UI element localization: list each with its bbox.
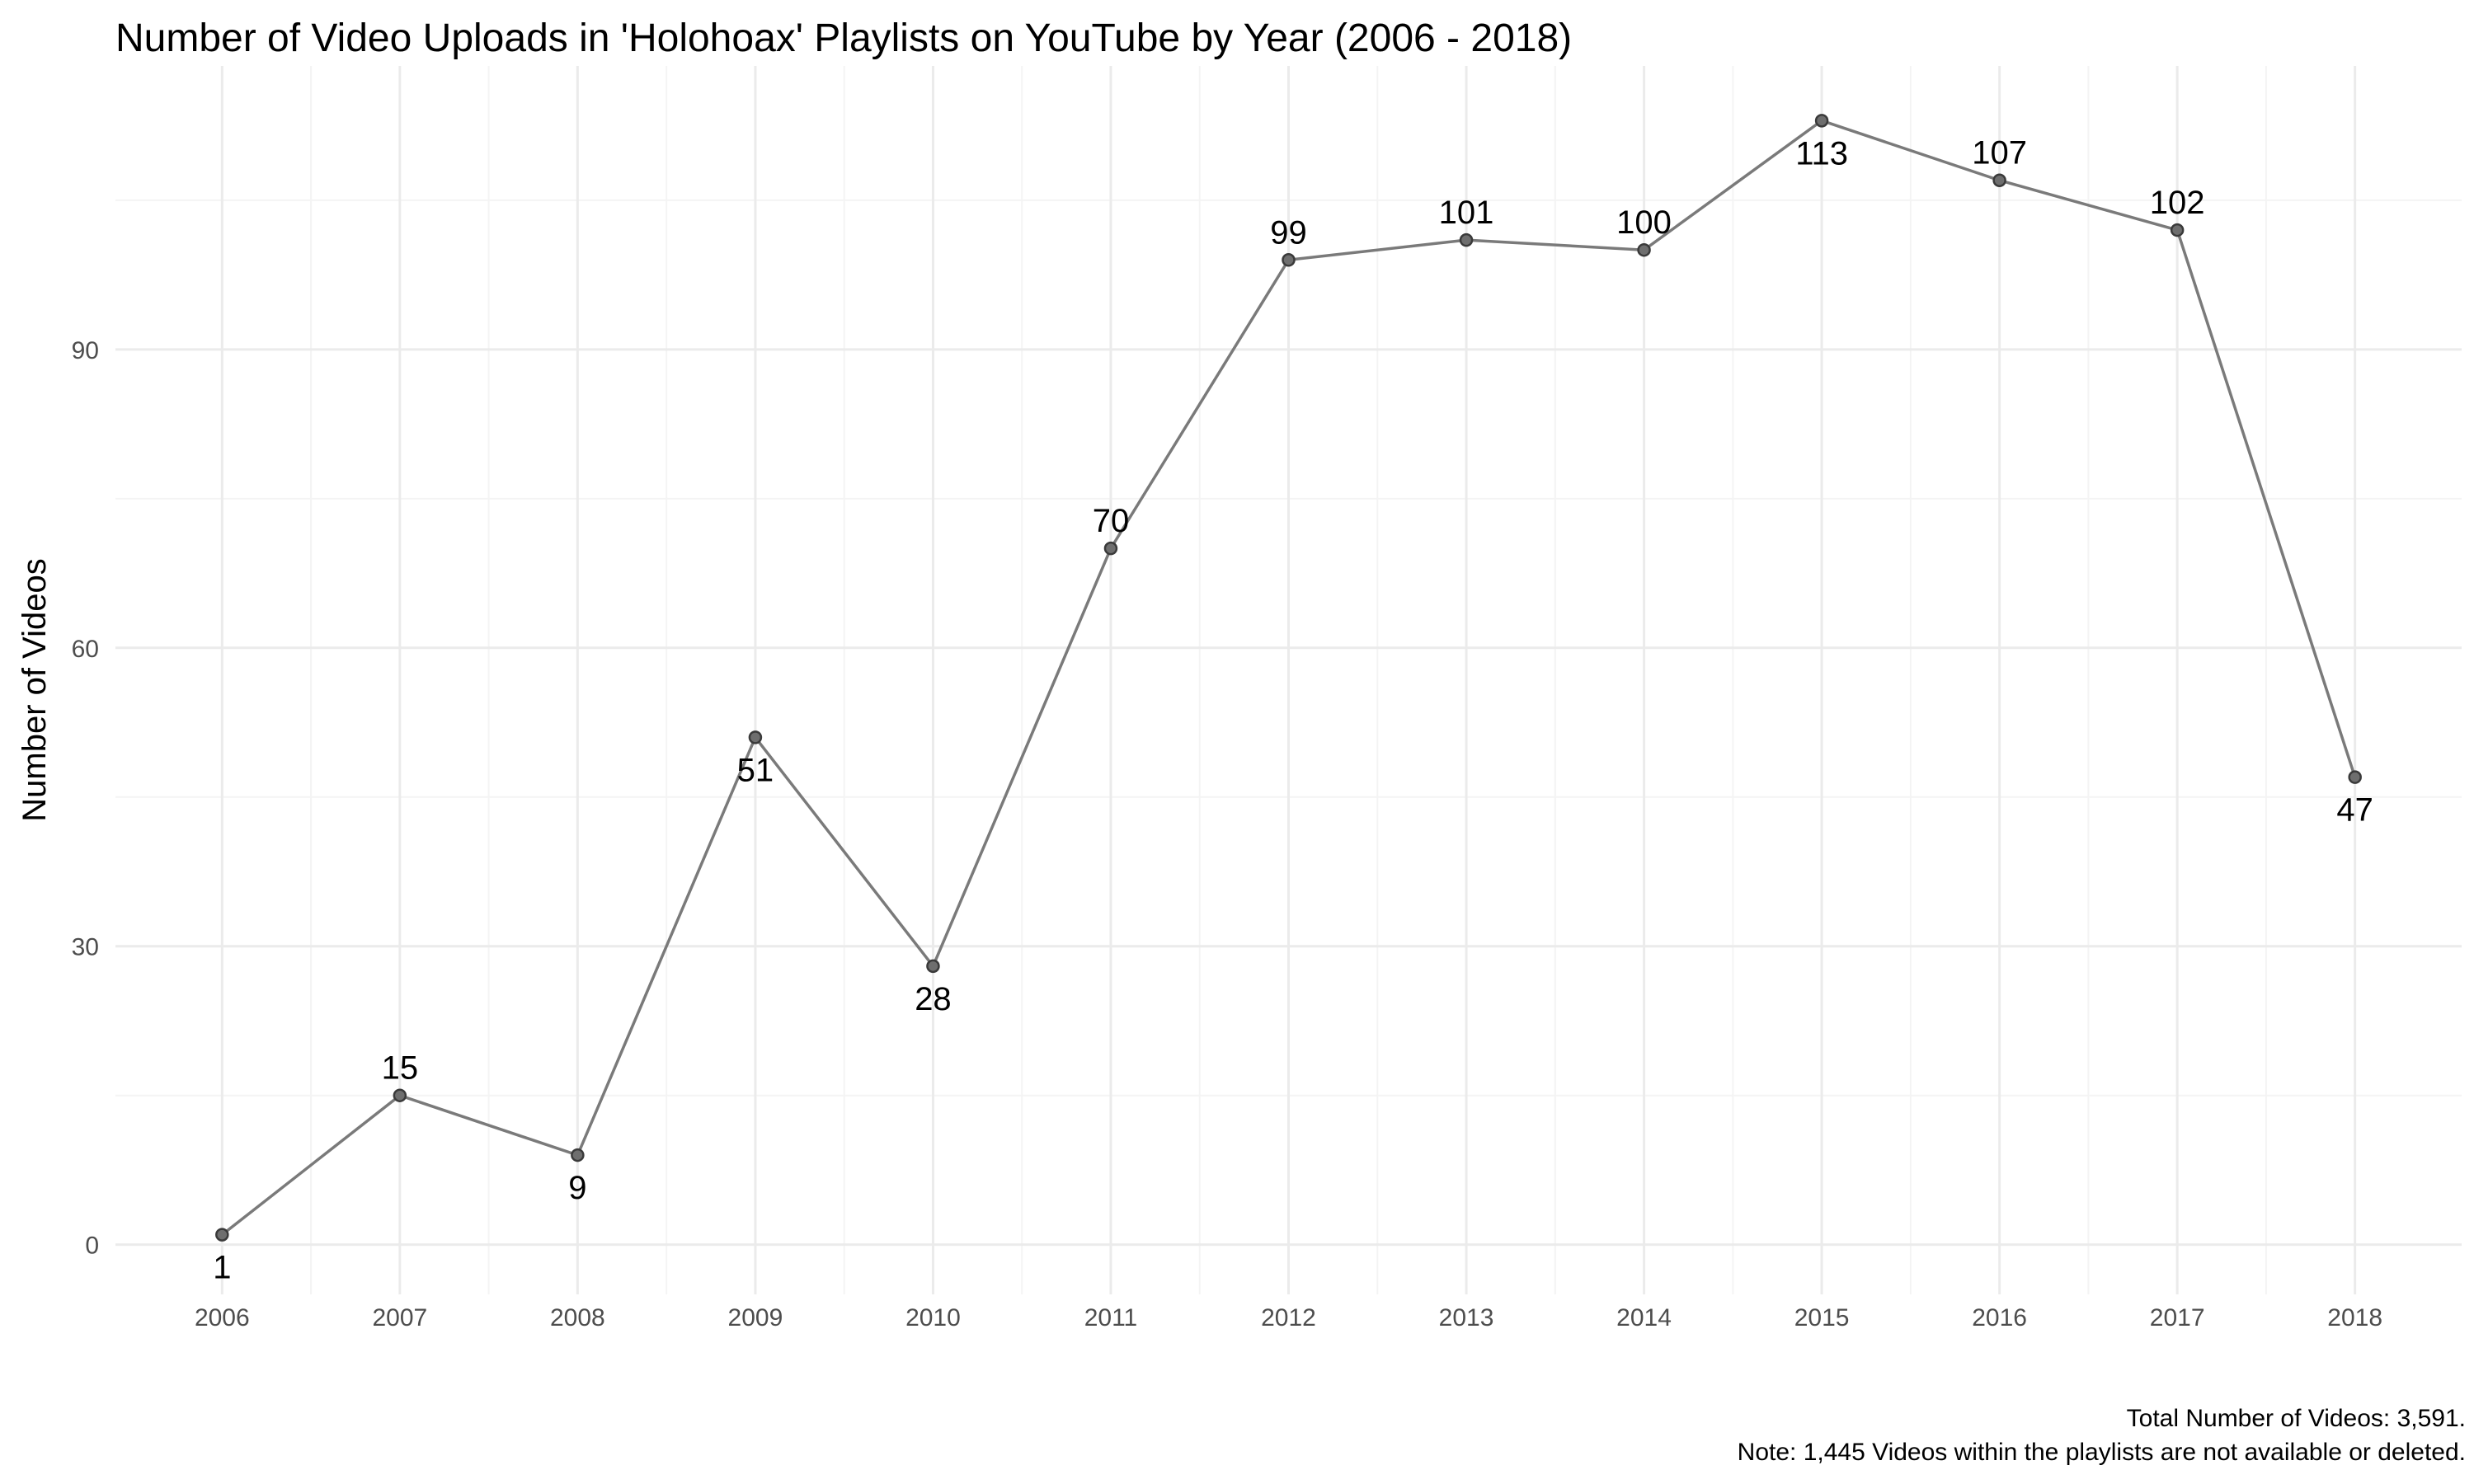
x-tick-label: 2010 (905, 1304, 961, 1331)
caption-total: Total Number of Videos: 3,591. (2127, 1405, 2466, 1432)
x-tick-label: 2017 (2150, 1304, 2205, 1331)
y-tick-label: 90 (72, 337, 99, 364)
data-point (1637, 242, 1651, 257)
caption-note: Note: 1,445 Videos within the playlists … (1738, 1439, 2466, 1466)
x-tick-label: 2013 (1439, 1304, 1494, 1331)
data-label: 15 (382, 1050, 419, 1087)
data-point (1992, 173, 2006, 187)
x-axis-ticks: 2006 2007 2008 2009 2010 2011 2012 2013 2014 2015… (195, 1304, 2382, 1331)
data-label: 107 (1972, 135, 2027, 171)
data-point (1814, 114, 1829, 128)
x-tick-label: 2008 (550, 1304, 605, 1331)
data-point (926, 959, 940, 974)
data-label: 99 (1270, 214, 1307, 251)
data-label: 102 (2150, 185, 2205, 221)
major-gridlines (115, 66, 2462, 1294)
data-point (2348, 770, 2362, 784)
chart-title: Number of Video Uploads in 'Holohoax' Pl… (115, 16, 1572, 60)
data-point (748, 730, 763, 744)
data-labels: 1 15 9 51 28 70 99 101 100 113 107 102 47 (213, 135, 2373, 1286)
y-axis-ticks: 0 30 60 90 (72, 337, 99, 1260)
data-label: 28 (915, 981, 952, 1017)
data-point (571, 1148, 585, 1162)
data-point (393, 1088, 407, 1102)
x-tick-label: 2015 (1794, 1304, 1850, 1331)
x-tick-label: 2016 (1972, 1304, 2027, 1331)
y-tick-label: 60 (72, 636, 99, 663)
x-tick-label: 2014 (1616, 1304, 1672, 1331)
x-tick-label: 2018 (2327, 1304, 2382, 1331)
data-label: 9 (568, 1170, 586, 1206)
data-label: 100 (1616, 204, 1672, 241)
x-tick-label: 2006 (195, 1304, 250, 1331)
y-tick-label: 0 (85, 1233, 99, 1260)
data-label: 113 (1795, 135, 1848, 171)
data-point (215, 1228, 229, 1242)
data-point (1459, 232, 1474, 247)
data-point (1282, 253, 1296, 267)
y-tick-label: 30 (72, 934, 99, 961)
x-tick-label: 2007 (372, 1304, 427, 1331)
x-tick-label: 2011 (1084, 1304, 1138, 1331)
data-label: 1 (213, 1250, 231, 1286)
x-tick-label: 2009 (728, 1304, 783, 1331)
data-label: 47 (2336, 792, 2373, 829)
data-point (1103, 541, 1118, 556)
data-points (215, 114, 2362, 1242)
data-label: 70 (1093, 503, 1130, 539)
data-label: 101 (1439, 195, 1494, 231)
y-axis-title: Number of Videos (16, 558, 53, 821)
x-tick-label: 2012 (1261, 1304, 1316, 1331)
data-label: 51 (737, 752, 774, 788)
data-point (2170, 223, 2185, 237)
